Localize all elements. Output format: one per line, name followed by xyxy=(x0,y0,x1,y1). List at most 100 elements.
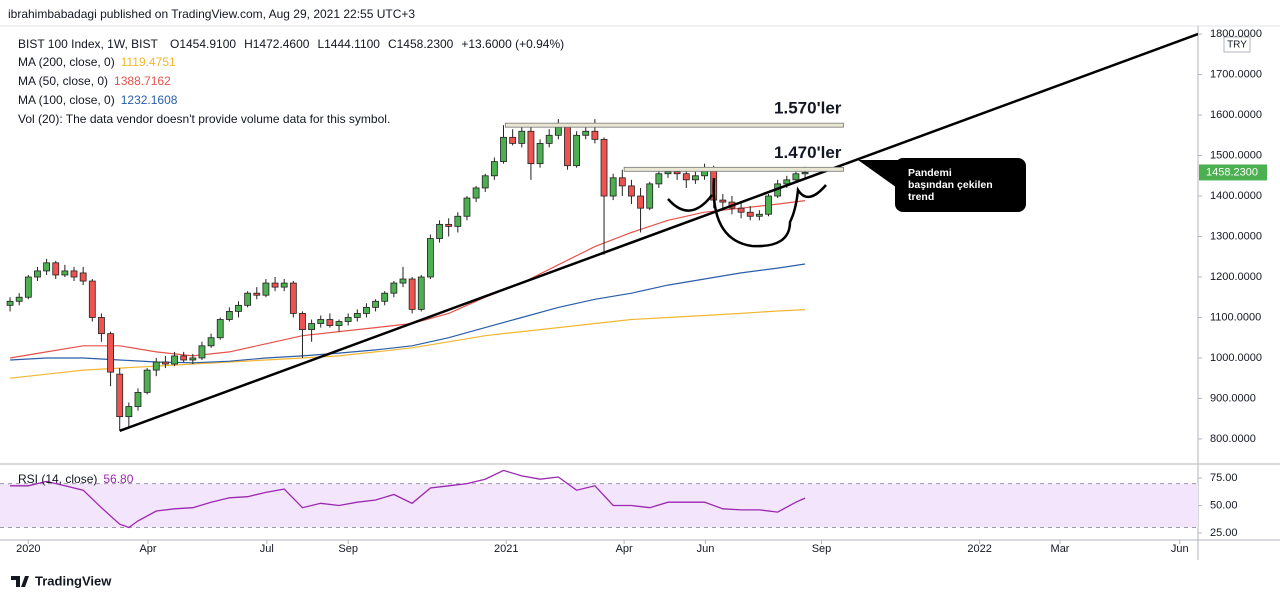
rsi-value: 56.80 xyxy=(103,472,133,486)
ma-value: 1232.1608 xyxy=(121,93,178,107)
candle-body xyxy=(573,134,581,167)
level-band xyxy=(504,122,844,128)
candle-body xyxy=(225,311,233,320)
candle-body xyxy=(454,215,462,227)
candle-body xyxy=(509,136,517,144)
y-tick-label: 900.0000 xyxy=(1210,392,1256,404)
candle-body xyxy=(737,207,745,213)
vol-note: Vol (20): The data vendor doesn't provid… xyxy=(18,112,390,126)
candle-body xyxy=(792,173,800,181)
candle-body xyxy=(308,323,316,331)
candle-body xyxy=(344,317,352,322)
candle-body xyxy=(655,173,663,185)
y-tick-label: 800.0000 xyxy=(1210,433,1256,445)
x-tick-label: Jun xyxy=(1171,543,1189,555)
y-tick-label: 1000.0000 xyxy=(1210,352,1262,364)
callout-text: başından çekilen xyxy=(908,179,993,191)
candle-body xyxy=(536,143,544,165)
candle-body xyxy=(481,175,489,189)
candle-body xyxy=(582,130,590,136)
x-tick-label: 2020 xyxy=(16,543,40,555)
candle-body xyxy=(554,126,562,136)
candle-body xyxy=(289,282,297,314)
candle-body xyxy=(125,406,133,418)
candle-body xyxy=(682,173,690,181)
candle-body xyxy=(472,187,480,199)
rsi-pane xyxy=(0,469,1198,529)
moving-average xyxy=(10,309,806,379)
y-tick-label: 1600.0000 xyxy=(1210,109,1262,121)
candle-body xyxy=(317,319,325,324)
candle-body xyxy=(783,179,791,185)
y-tick-label: 1200.0000 xyxy=(1210,271,1262,283)
callout-text: trend xyxy=(908,191,934,203)
y-tick-label: 1400.0000 xyxy=(1210,190,1262,202)
candle-body xyxy=(353,313,361,318)
ohlc-value: L1444.1100 xyxy=(317,37,380,51)
y-tick-label: 1700.0000 xyxy=(1210,68,1262,80)
rsi-y-tick-label: 25.00 xyxy=(1210,527,1238,539)
candle-body xyxy=(381,292,389,302)
candle-body xyxy=(198,345,206,359)
x-tick-label: Jun xyxy=(697,543,715,555)
x-tick-label: Jul xyxy=(260,543,274,555)
callout-text: Pandemi xyxy=(908,167,952,179)
candle-body xyxy=(591,130,599,140)
candle-body xyxy=(52,262,60,276)
candle-body xyxy=(299,313,306,331)
ma-name: MA (200, close, 0) xyxy=(18,55,115,69)
candle-body xyxy=(180,355,188,361)
candle-body xyxy=(628,185,635,197)
candle-body xyxy=(280,282,288,288)
candle-body xyxy=(417,276,425,310)
candle-body xyxy=(216,319,224,339)
candle-body xyxy=(427,238,434,278)
ohlc-value: O1454.9100 xyxy=(170,37,236,51)
candle-body xyxy=(79,272,87,282)
x-tick-label: Sep xyxy=(338,543,358,555)
candle-body xyxy=(637,195,644,209)
candle-body xyxy=(618,177,626,187)
candle-body xyxy=(600,138,608,197)
level-band xyxy=(623,166,844,172)
candle-body xyxy=(171,355,178,365)
candle-body xyxy=(152,361,160,371)
footer-logo: TradingView xyxy=(11,573,112,588)
candle-body xyxy=(189,357,197,361)
moving-average xyxy=(10,200,806,359)
candle-body xyxy=(609,177,617,197)
header: ibrahimbabadagi published on TradingView… xyxy=(8,7,415,21)
x-tick-label: Apr xyxy=(139,543,156,555)
candle-body xyxy=(253,292,261,296)
candle-body xyxy=(490,161,498,177)
ma-name: MA (50, close, 0) xyxy=(18,74,108,88)
x-tick-label: 2022 xyxy=(967,543,991,555)
logo-icon xyxy=(11,576,29,587)
last-price-label: 1458.2300 xyxy=(1206,166,1258,178)
moving-average xyxy=(10,263,806,364)
ma-name: MA (100, close, 0) xyxy=(18,93,115,107)
rsi-y-tick-label: 50.00 xyxy=(1210,499,1238,511)
candle-body xyxy=(116,373,124,418)
candle-body xyxy=(436,223,443,239)
callout-box xyxy=(895,158,1026,212)
x-tick-label: Mar xyxy=(1051,543,1070,555)
trendline xyxy=(119,32,1198,433)
level-label: 1.470'ler xyxy=(774,143,842,162)
currency: TRY xyxy=(1227,40,1247,51)
legend: BIST 100 Index, 1W, BIST Vol (20): The d… xyxy=(18,37,564,486)
candle-body xyxy=(545,134,553,144)
rsi-y-tick-label: 75.00 xyxy=(1210,472,1238,484)
candle-body xyxy=(207,337,215,347)
candle-body xyxy=(500,136,507,163)
candle-body xyxy=(463,197,471,217)
ma-value: 1388.7162 xyxy=(114,74,171,88)
candle-body xyxy=(61,270,69,276)
candle-body xyxy=(161,361,169,365)
candle-body xyxy=(107,333,114,373)
candle-body xyxy=(326,319,334,326)
overlay: Pandemi başından çekilen trend xyxy=(667,158,1026,248)
candle-body xyxy=(335,321,343,326)
